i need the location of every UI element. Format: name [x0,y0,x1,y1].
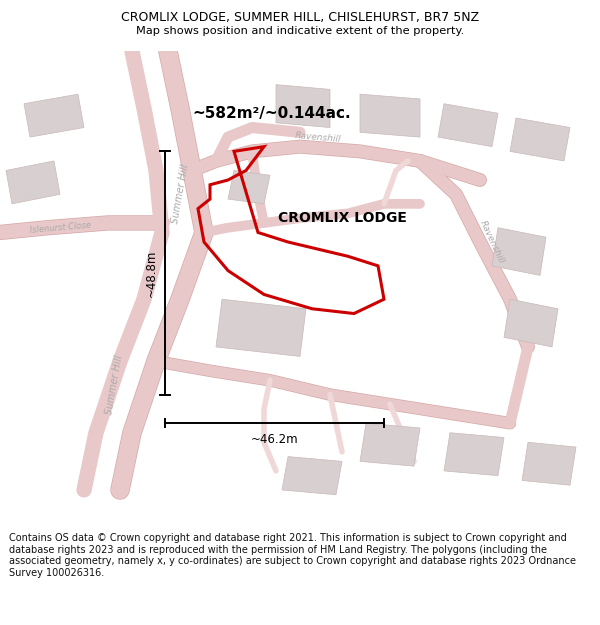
Polygon shape [522,442,576,485]
Polygon shape [504,299,558,347]
Polygon shape [216,299,306,356]
Text: Ravenshill: Ravenshill [478,219,506,265]
Text: Contains OS data © Crown copyright and database right 2021. This information is : Contains OS data © Crown copyright and d… [9,533,576,578]
Text: Summer Hill: Summer Hill [170,164,190,225]
Polygon shape [444,432,504,476]
Polygon shape [438,104,498,147]
Polygon shape [282,457,342,495]
Text: CROMLIX LODGE, SUMMER HILL, CHISLEHURST, BR7 5NZ: CROMLIX LODGE, SUMMER HILL, CHISLEHURST,… [121,11,479,24]
Polygon shape [360,94,420,137]
Text: Map shows position and indicative extent of the property.: Map shows position and indicative extent… [136,26,464,36]
Polygon shape [6,161,60,204]
Polygon shape [228,171,270,204]
Polygon shape [492,228,546,276]
Text: Islenurst Close: Islenurst Close [29,221,91,235]
Text: ~46.2m: ~46.2m [251,432,298,446]
Polygon shape [276,84,330,127]
Text: Ravenshill: Ravenshill [295,131,341,144]
Text: CROMLIX LODGE: CROMLIX LODGE [278,211,406,225]
Text: ~48.8m: ~48.8m [145,249,158,297]
Polygon shape [510,118,570,161]
Text: ~582m²/~0.144ac.: ~582m²/~0.144ac. [192,106,350,121]
Polygon shape [360,423,420,466]
Polygon shape [24,94,84,137]
Text: Summer Hill: Summer Hill [104,354,124,416]
